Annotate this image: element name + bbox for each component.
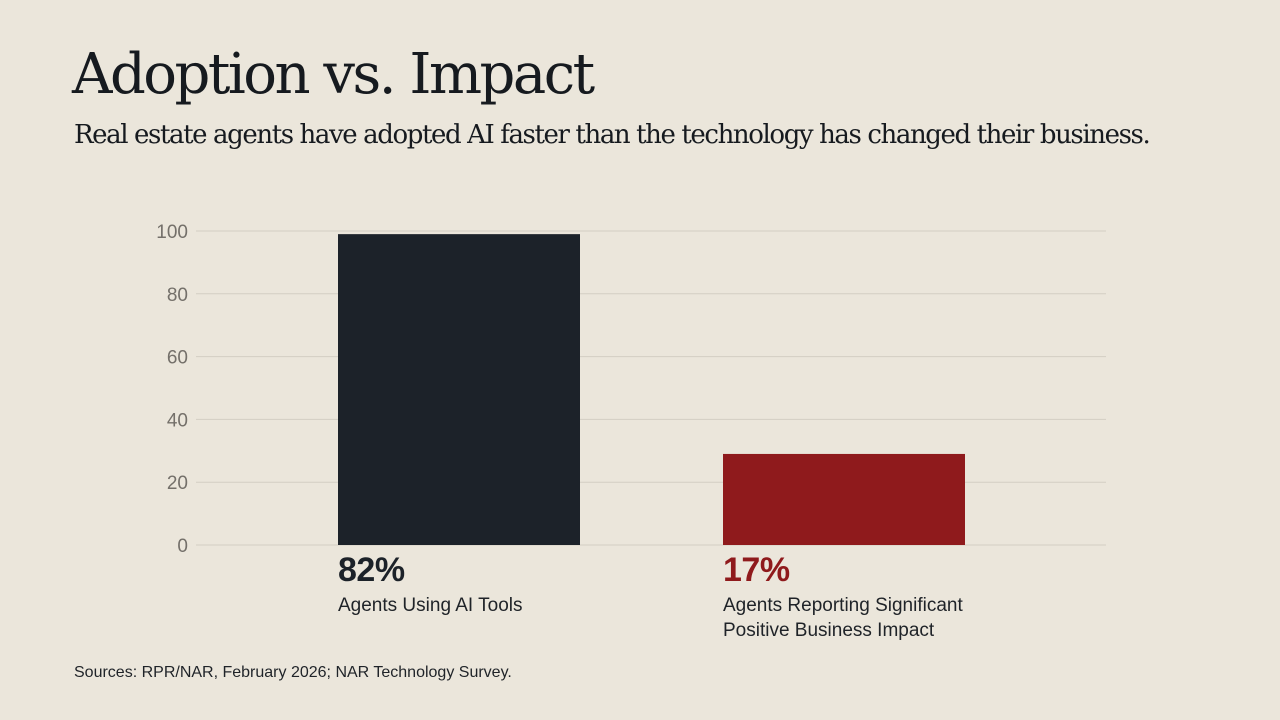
impact-category-label: Agents Reporting Significant Positive Bu… [723,595,963,641]
bar-impact [723,453,965,545]
y-tick-label-80: 80 [167,285,188,306]
source-note: Sources: RPR/NAR, February 2026; NAR Tec… [74,664,512,681]
chart-title: Adoption vs. Impact [72,42,595,107]
bars [338,234,965,545]
chart-subtitle: Real estate agents have adopted AI faste… [74,120,1151,150]
y-axis-ticks: 0 20 40 60 80 100 [156,222,188,557]
gridlines [196,230,1106,546]
adoption-category-label: Agents Using AI Tools [338,595,523,616]
category-impact: 17% Agents Reporting Significant Positiv… [723,553,1003,643]
y-tick-label-20: 20 [167,473,188,494]
y-tick-label-60: 60 [167,348,188,369]
category-adoption: 82% Agents Using AI Tools [338,553,618,618]
adoption-value-label: 82% [338,551,405,589]
impact-value-label: 17% [723,551,790,589]
y-tick-label-0: 0 [177,536,188,557]
bar-adoption [338,234,580,545]
y-tick-label-100: 100 [156,222,188,243]
y-tick-label-40: 40 [167,410,188,431]
